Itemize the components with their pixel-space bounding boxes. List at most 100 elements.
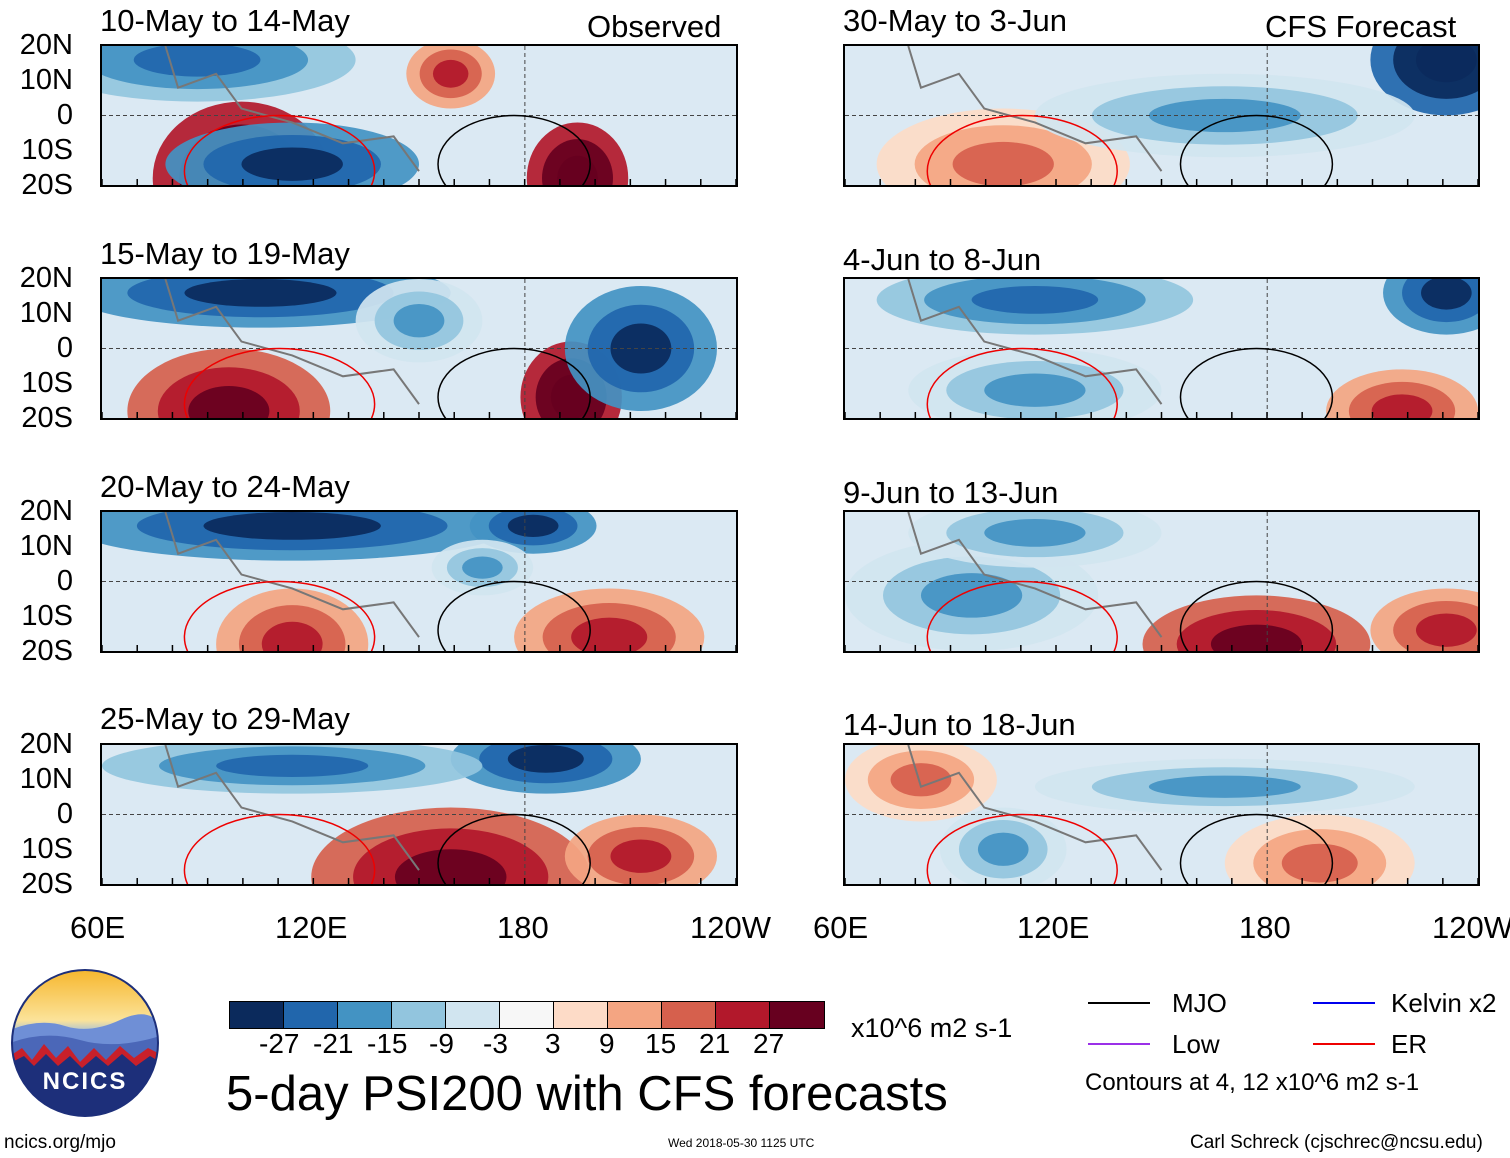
legend-label-er: ER: [1391, 1029, 1428, 1059]
er-contour: [926, 114, 1118, 185]
colorbar-swatch: [770, 1002, 824, 1028]
colorbar-swatch: [284, 1002, 338, 1028]
logo-text: NCICS: [42, 1068, 128, 1095]
y-tick-label: 0: [56, 99, 73, 131]
mjo-contour: [437, 813, 591, 884]
map-field: [102, 46, 736, 185]
x-tick-label: 120E: [275, 910, 348, 945]
legend-line-low: [1088, 1043, 1150, 1045]
x-tick-label: 60E: [813, 910, 869, 945]
logo-graphic: [11, 969, 159, 1117]
colorbar-tick-label: -27: [259, 1028, 300, 1059]
legend-line-kelvin: [1313, 1002, 1375, 1004]
y-tick-label: 10S: [21, 833, 73, 865]
y-tick-label: 10S: [21, 134, 73, 166]
er-contour: [183, 114, 376, 185]
er-contour: [926, 347, 1118, 418]
map-field: [845, 745, 1478, 884]
anomaly-blob: [1148, 775, 1301, 798]
er-contour: [926, 813, 1118, 884]
legend-line-er: [1313, 1043, 1375, 1045]
map-field: [102, 279, 736, 418]
y-tick-label: 20S: [21, 169, 73, 201]
anomaly-blob: [188, 386, 270, 418]
er-contour: [926, 580, 1118, 651]
legend-label-mjo: MJO: [1172, 988, 1227, 1018]
anomaly-blob: [610, 839, 672, 873]
mjo-contour: [437, 580, 591, 651]
x-tick-label: 120E: [1017, 910, 1090, 945]
y-tick-label: 0: [56, 798, 73, 830]
anomaly-blob: [432, 59, 469, 88]
colorbar-swatch: [446, 1002, 500, 1028]
map-plot: [100, 510, 738, 653]
anomaly-blob: [1281, 843, 1358, 883]
anomaly-blob: [610, 323, 672, 374]
map-plot: [843, 743, 1480, 886]
y-tick-label: 10N: [19, 64, 73, 96]
anomaly-blob: [203, 512, 381, 540]
colorbar-tick-label: -21: [313, 1028, 354, 1059]
anomaly-blob: [394, 849, 507, 884]
map-field: [845, 46, 1478, 185]
y-tick-label: 20N: [19, 728, 73, 760]
colorbar: [229, 1001, 825, 1029]
y-tick-label: 20N: [19, 262, 73, 294]
anomaly-blob: [507, 745, 584, 773]
map-field: [845, 279, 1478, 418]
timestamp: Wed 2018-05-30 1125 UTC: [668, 1136, 815, 1150]
colorbar-swatch: [500, 1002, 554, 1028]
map-plot: [843, 277, 1480, 420]
anomaly-blob: [216, 754, 369, 777]
mjo-contour: [1179, 580, 1334, 651]
anomaly-blob: [920, 573, 1023, 618]
mjo-contour: [1179, 813, 1334, 884]
mjo-contour: [1179, 347, 1334, 418]
map-field: [845, 512, 1478, 651]
y-tick-label: 20S: [21, 635, 73, 667]
map-plot: [843, 510, 1480, 653]
contour-note: Contours at 4, 12 x10^6 m2 s-1: [1085, 1069, 1420, 1096]
er-contour: [183, 813, 376, 884]
panel-source: Observed: [587, 9, 722, 44]
y-tick-label: 10N: [19, 297, 73, 329]
anomaly-blob: [133, 46, 261, 77]
panel-title: 15-May to 19-May: [100, 236, 350, 271]
colorbar-tick-label: -3: [483, 1028, 508, 1059]
map-plot: [100, 743, 738, 886]
legend-label-low: Low: [1172, 1029, 1220, 1059]
colorbar-tick-label: -15: [367, 1028, 408, 1059]
anomaly-blob: [1415, 46, 1477, 83]
anomaly-blob: [971, 285, 1099, 314]
er-contour: [183, 580, 376, 651]
x-tick-label: 180: [497, 910, 549, 945]
anomaly-blob: [952, 141, 1054, 185]
anomaly-blob: [984, 373, 1086, 407]
anomaly-blob: [890, 763, 952, 797]
units-label: x10^6 m2 s-1: [851, 1013, 1013, 1043]
x-tick-label: 120W: [1432, 910, 1510, 945]
panel-title: 25-May to 29-May: [100, 701, 350, 736]
y-tick-label: 10N: [19, 763, 73, 795]
anomaly-blob: [1415, 613, 1477, 647]
mjo-contour: [1179, 114, 1334, 185]
panel-source: CFS Forecast: [1265, 9, 1457, 44]
anomaly-blob: [507, 514, 559, 538]
panel-title: 20-May to 24-May: [100, 469, 350, 504]
colorbar-swatch: [338, 1002, 392, 1028]
colorbar-tick-label: 21: [699, 1028, 731, 1059]
footer-url[interactable]: ncics.org/mjo: [4, 1132, 116, 1153]
colorbar-swatch: [230, 1002, 284, 1028]
anomaly-blob: [241, 147, 343, 181]
anomaly-blob: [462, 556, 503, 579]
colorbar-swatch: [716, 1002, 770, 1028]
anomaly-blob: [184, 279, 337, 307]
y-tick-label: 20S: [21, 402, 73, 434]
colorbar-swatch: [554, 1002, 608, 1028]
x-tick-label: 60E: [70, 910, 126, 945]
map-plot: [100, 277, 738, 420]
anomaly-blob: [1371, 394, 1433, 418]
x-tick-label: 120W: [690, 910, 771, 945]
map-plot: [843, 44, 1480, 187]
anomaly-blob: [984, 518, 1086, 547]
